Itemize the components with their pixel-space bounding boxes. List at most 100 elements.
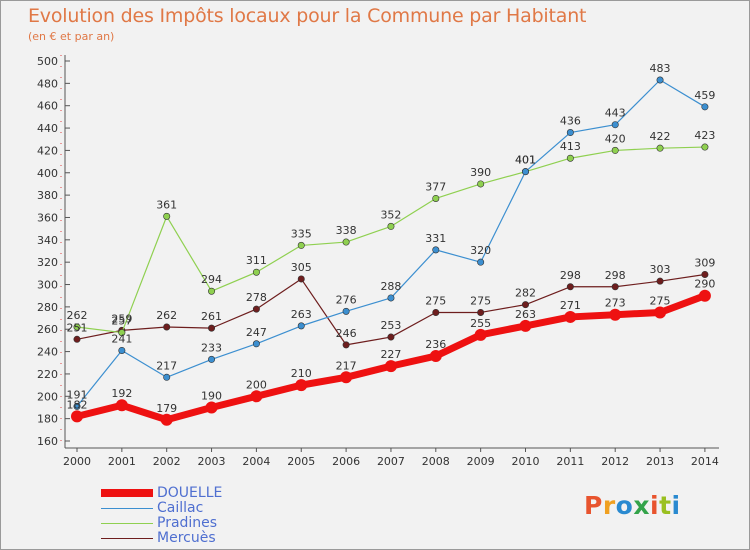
data-label-douelle: 273: [605, 297, 626, 310]
y-tick-label: 380: [37, 189, 58, 202]
logo-letter: r: [602, 491, 616, 520]
data-label-mercues: 259: [111, 312, 132, 325]
point-caillac: [656, 76, 664, 84]
y-tick-label: 340: [37, 234, 58, 247]
point-caillac: [118, 346, 126, 354]
data-label-douelle: 182: [67, 398, 88, 411]
data-label-mercues: 278: [246, 291, 267, 304]
data-label-pradines: 352: [380, 208, 401, 221]
logo-letter: P: [584, 491, 603, 520]
data-label-douelle: 179: [156, 402, 177, 415]
point-caillac: [432, 246, 440, 254]
data-label-douelle: 210: [291, 367, 312, 380]
data-label-caillac: 320: [470, 244, 491, 257]
x-tick-label: 2006: [332, 455, 360, 468]
y-tick-label: 480: [37, 77, 58, 90]
data-label-pradines: 401: [515, 154, 536, 167]
x-tick-label: 2004: [242, 455, 270, 468]
x-tick-label: 2002: [153, 455, 181, 468]
data-label-pradines: 335: [291, 227, 312, 240]
data-label-pradines: 377: [425, 180, 446, 193]
proxiti-logo: Proxiti: [584, 491, 681, 520]
point-mercues: [387, 333, 395, 341]
data-label-douelle: 255: [470, 317, 491, 330]
x-tick-label: 2011: [556, 455, 584, 468]
point-pradines: [163, 212, 171, 220]
y-tick-label: 400: [37, 167, 58, 180]
data-label-pradines: 257: [111, 315, 132, 328]
point-douelle: [519, 319, 532, 332]
point-pradines: [566, 154, 574, 162]
point-pradines: [701, 143, 709, 151]
x-tick-label: 2013: [646, 455, 674, 468]
data-label-mercues: 303: [650, 263, 671, 276]
point-mercues: [208, 324, 216, 332]
y-tick-label: 460: [37, 100, 58, 113]
x-tick-label: 2008: [422, 455, 450, 468]
x-tick-label: 2012: [601, 455, 629, 468]
logo-letter: i: [671, 491, 681, 520]
data-label-mercues: 275: [470, 294, 491, 307]
y-tick-label: 220: [37, 368, 58, 381]
data-label-douelle: 227: [380, 348, 401, 361]
point-caillac: [701, 103, 709, 111]
data-label-mercues: 309: [694, 256, 715, 269]
y-tick-label: 300: [37, 279, 58, 292]
data-label-douelle: 192: [111, 387, 132, 400]
logo-letter: t: [659, 491, 672, 520]
point-caillac: [163, 373, 171, 381]
point-caillac: [342, 307, 350, 315]
y-tick-label: 440: [37, 122, 58, 135]
x-tick-label: 2003: [198, 455, 226, 468]
point-caillac: [73, 402, 81, 410]
point-caillac: [521, 168, 529, 176]
data-label-mercues: 298: [560, 269, 581, 282]
data-label-mercues: 261: [201, 310, 222, 323]
data-label-mercues: 275: [425, 294, 446, 307]
point-douelle: [698, 289, 711, 302]
point-douelle: [205, 401, 218, 414]
data-label-douelle: 200: [246, 378, 267, 391]
data-label-pradines: 338: [336, 224, 357, 237]
data-label-caillac: 436: [560, 115, 581, 128]
y-tick-label: 160: [37, 435, 58, 448]
point-caillac: [611, 121, 619, 129]
series-layer: [71, 76, 711, 426]
y-tick-label: 420: [37, 144, 58, 157]
data-label-caillac: 483: [650, 62, 671, 75]
point-mercues: [701, 270, 709, 278]
point-pradines: [118, 329, 126, 337]
point-douelle: [115, 399, 128, 412]
data-label-pradines: 413: [560, 140, 581, 153]
data-label-caillac: 288: [380, 280, 401, 293]
point-douelle: [654, 306, 667, 319]
point-caillac: [297, 322, 305, 330]
point-pradines: [73, 323, 81, 331]
point-mercues: [73, 335, 81, 343]
chart-title: Evolution des Impôts locaux pour la Comm…: [28, 5, 587, 27]
point-douelle: [295, 379, 308, 392]
point-caillac: [566, 129, 574, 137]
data-labels: 251 259 262 261 278 305 246 253 275 275 282 298 298 3…: [67, 62, 716, 415]
point-caillac: [252, 340, 260, 348]
x-tick-label: 2000: [63, 455, 91, 468]
point-caillac: [477, 258, 485, 266]
data-label-caillac: 247: [246, 326, 267, 339]
axes: 160 180 200 220 240 260 280 300 320 340 360 380 400 4…: [37, 55, 719, 468]
data-label-caillac: 401: [515, 154, 536, 167]
data-label-mercues: 246: [336, 327, 357, 340]
data-label-mercues: 251: [67, 321, 88, 334]
x-tick-label: 2001: [108, 455, 136, 468]
point-mercues: [163, 323, 171, 331]
x-tick-label: 2005: [287, 455, 315, 468]
x-tick-label: 2007: [377, 455, 405, 468]
y-tick-label: 360: [37, 211, 58, 224]
point-douelle: [160, 413, 173, 426]
y-tick-label: 280: [37, 301, 58, 314]
point-mercues: [252, 305, 260, 313]
point-pradines: [208, 287, 216, 295]
legend-label-mercues: Mercuès: [157, 530, 216, 546]
data-label-pradines: 423: [694, 129, 715, 142]
